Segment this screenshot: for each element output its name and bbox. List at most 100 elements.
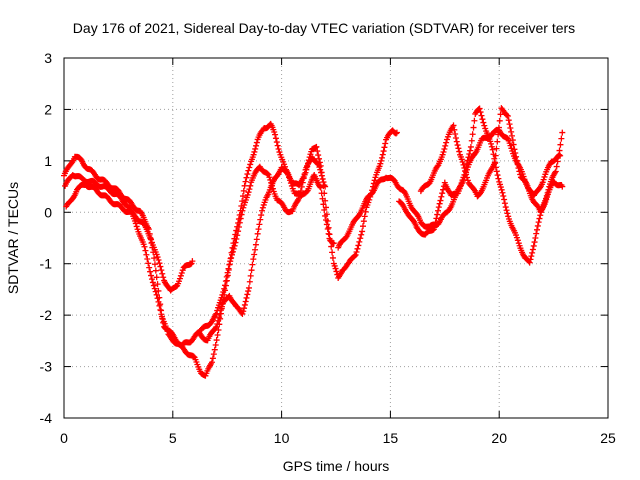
data-point [539, 179, 546, 186]
data-point [226, 261, 233, 268]
data-point [318, 190, 325, 197]
data-point [241, 305, 248, 312]
data-point [251, 148, 258, 155]
data-point [559, 129, 566, 136]
y-tick-label: 0 [44, 204, 52, 220]
data-point [507, 124, 514, 131]
data-point [246, 278, 253, 285]
data-point [229, 248, 236, 255]
data-point [517, 171, 524, 178]
data-point [259, 207, 266, 214]
data-point [432, 219, 439, 226]
data-point [354, 245, 361, 252]
data-point [554, 158, 561, 165]
data-point [330, 240, 337, 247]
data-point [210, 351, 217, 358]
data-point [253, 142, 260, 149]
data-point [211, 346, 218, 353]
data-point [324, 226, 331, 233]
data-point [239, 310, 246, 317]
data-point [378, 157, 385, 164]
data-point [222, 278, 229, 285]
data-point [225, 265, 232, 272]
data-point [239, 193, 246, 200]
data-point [478, 112, 485, 119]
data-point [434, 163, 441, 170]
data-point [314, 160, 321, 167]
data-point [440, 148, 447, 155]
data-point [515, 165, 522, 172]
data-point [319, 195, 326, 202]
data-point [506, 121, 513, 128]
data-point [351, 252, 358, 259]
data-point [288, 182, 295, 189]
data-point [333, 268, 340, 275]
data-point [228, 251, 235, 258]
data-point [249, 261, 256, 268]
data-point [159, 270, 166, 277]
data-point [240, 187, 247, 194]
data-point [481, 122, 488, 129]
data-point [303, 188, 310, 195]
data-point [151, 261, 158, 268]
data-point [158, 311, 165, 318]
data-point [243, 174, 250, 181]
x-tick-label: 20 [491, 430, 507, 446]
data-point [209, 355, 216, 362]
data-point [393, 130, 400, 137]
data-point [455, 145, 462, 152]
data-point [254, 230, 261, 237]
data-point [452, 131, 459, 138]
data-point [361, 213, 368, 220]
data-point [353, 249, 360, 256]
data-point [253, 139, 260, 146]
data-point [488, 143, 495, 150]
data-point [235, 224, 242, 231]
data-point [133, 223, 140, 230]
data-point [239, 198, 246, 205]
y-axis-label: SDTVAR / TECUs [5, 182, 21, 294]
data-point [144, 256, 151, 263]
data-point [219, 291, 226, 298]
data-point [477, 109, 484, 116]
data-point [314, 148, 321, 155]
x-tick-label: 10 [274, 430, 290, 446]
data-point [495, 131, 502, 138]
data-point [255, 226, 262, 233]
data-point [504, 113, 511, 120]
data-point [513, 157, 520, 164]
data-point [372, 174, 379, 181]
data-point [325, 224, 332, 231]
data-point [505, 213, 512, 220]
data-point [430, 226, 437, 233]
data-point [463, 160, 470, 167]
data-point [494, 138, 501, 145]
data-point [212, 341, 219, 348]
data-point [239, 207, 246, 214]
data-point [442, 142, 449, 149]
data-point [507, 142, 514, 149]
data-point [462, 168, 469, 175]
data-point [332, 265, 339, 272]
data-point [218, 294, 225, 301]
data-point [151, 285, 158, 292]
data-point [359, 223, 366, 230]
data-point [316, 155, 323, 162]
data-point [443, 139, 450, 146]
data-point [214, 332, 221, 339]
data-point [491, 159, 498, 166]
data-point [160, 274, 167, 281]
data-point [533, 230, 540, 237]
data-point [146, 264, 153, 271]
data-point [463, 171, 470, 178]
data-point [318, 172, 325, 179]
data-point [355, 242, 362, 249]
data-point [142, 247, 149, 254]
data-point [438, 193, 445, 200]
data-point [150, 282, 157, 289]
data-point [329, 254, 336, 261]
data-point [379, 151, 386, 158]
data-point [461, 164, 468, 171]
data-point [190, 353, 197, 360]
data-point [224, 269, 231, 276]
